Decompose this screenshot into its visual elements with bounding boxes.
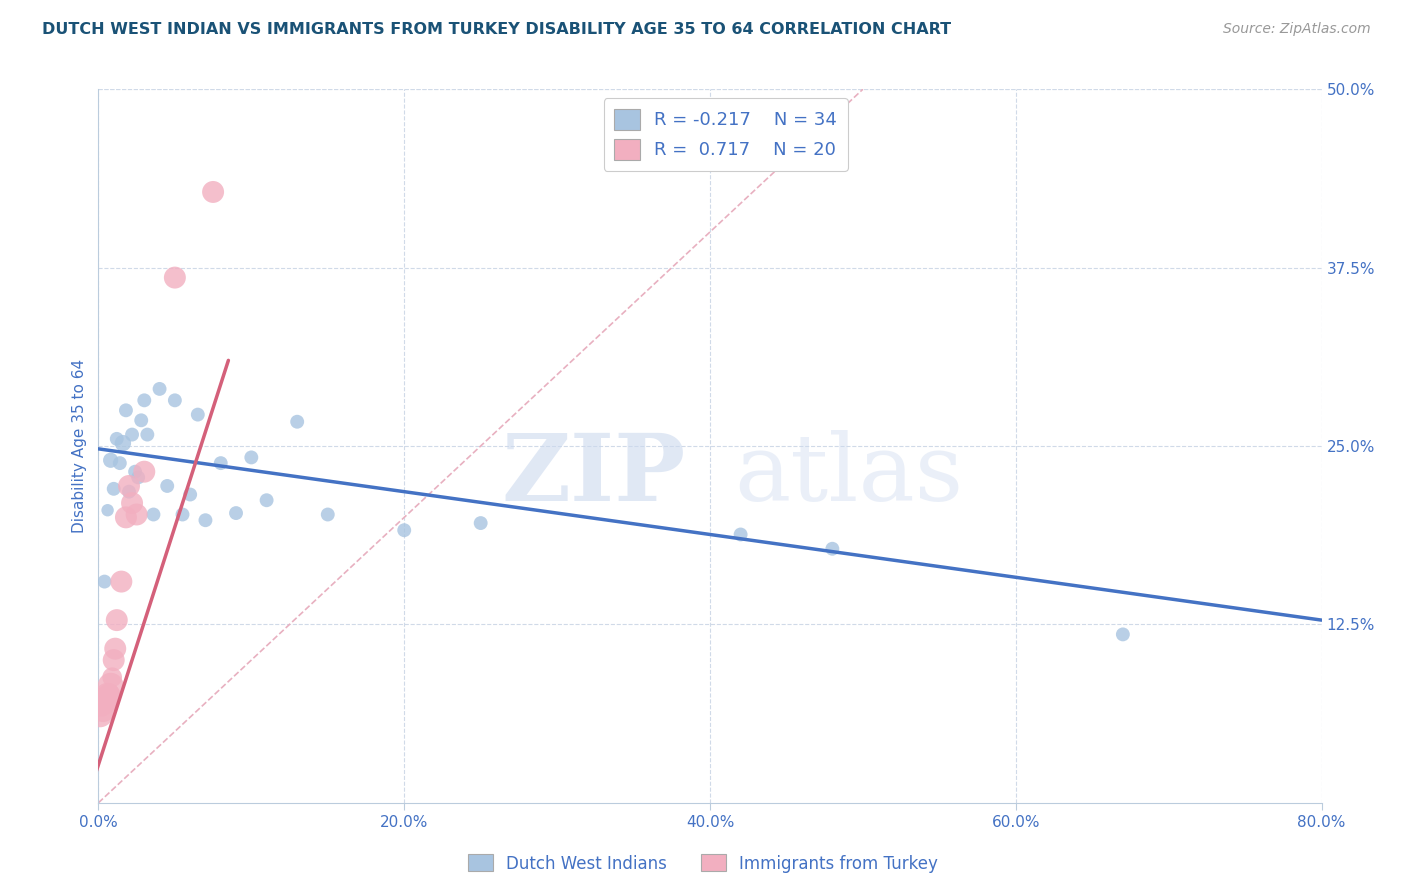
Point <box>256 493 278 508</box>
Point <box>121 496 143 510</box>
Point <box>392 523 416 537</box>
Point <box>172 508 194 522</box>
Point <box>100 679 122 693</box>
Point <box>163 393 186 408</box>
Point <box>470 516 492 530</box>
Point <box>118 484 141 499</box>
Point <box>90 698 112 713</box>
Point <box>730 527 752 541</box>
Point <box>149 382 172 396</box>
Point <box>163 270 186 285</box>
Point <box>93 574 115 589</box>
Point <box>104 641 127 656</box>
Point <box>94 696 117 710</box>
Point <box>108 456 131 470</box>
Point <box>115 510 138 524</box>
Point <box>121 427 143 442</box>
Text: DUTCH WEST INDIAN VS IMMIGRANTS FROM TURKEY DISABILITY AGE 35 TO 64 CORRELATION : DUTCH WEST INDIAN VS IMMIGRANTS FROM TUR… <box>42 22 952 37</box>
Legend: R = -0.217    N = 34, R =  0.717    N = 20: R = -0.217 N = 34, R = 0.717 N = 20 <box>603 98 848 170</box>
Point <box>240 450 263 465</box>
Point <box>103 653 125 667</box>
Point <box>124 465 146 479</box>
Text: atlas: atlas <box>734 430 963 519</box>
Point <box>110 574 132 589</box>
Point <box>127 470 149 484</box>
Point <box>105 613 128 627</box>
Point <box>142 508 165 522</box>
Point <box>1112 627 1135 641</box>
Text: ZIP: ZIP <box>502 430 686 519</box>
Point <box>134 393 156 408</box>
Point <box>821 541 844 556</box>
Point <box>125 508 148 522</box>
Point <box>97 503 120 517</box>
Point <box>111 436 134 450</box>
Point <box>91 703 114 717</box>
Point <box>97 689 120 703</box>
Point <box>115 403 138 417</box>
Point <box>118 479 141 493</box>
Point <box>179 487 201 501</box>
Point <box>285 415 308 429</box>
Point <box>316 508 339 522</box>
Point <box>225 506 247 520</box>
Text: Source: ZipAtlas.com: Source: ZipAtlas.com <box>1223 22 1371 37</box>
Point <box>187 408 209 422</box>
Point <box>105 432 128 446</box>
Point <box>134 465 156 479</box>
Point <box>98 687 121 701</box>
Point <box>93 693 115 707</box>
Legend: Dutch West Indians, Immigrants from Turkey: Dutch West Indians, Immigrants from Turk… <box>461 847 945 880</box>
Point <box>129 413 152 427</box>
Point <box>209 456 232 470</box>
Point <box>103 482 125 496</box>
Point <box>202 185 225 199</box>
Point <box>89 707 111 722</box>
Point <box>100 453 122 467</box>
Point <box>136 427 159 442</box>
Y-axis label: Disability Age 35 to 64: Disability Age 35 to 64 <box>72 359 87 533</box>
Point <box>156 479 179 493</box>
Point <box>194 513 217 527</box>
Point <box>101 670 124 684</box>
